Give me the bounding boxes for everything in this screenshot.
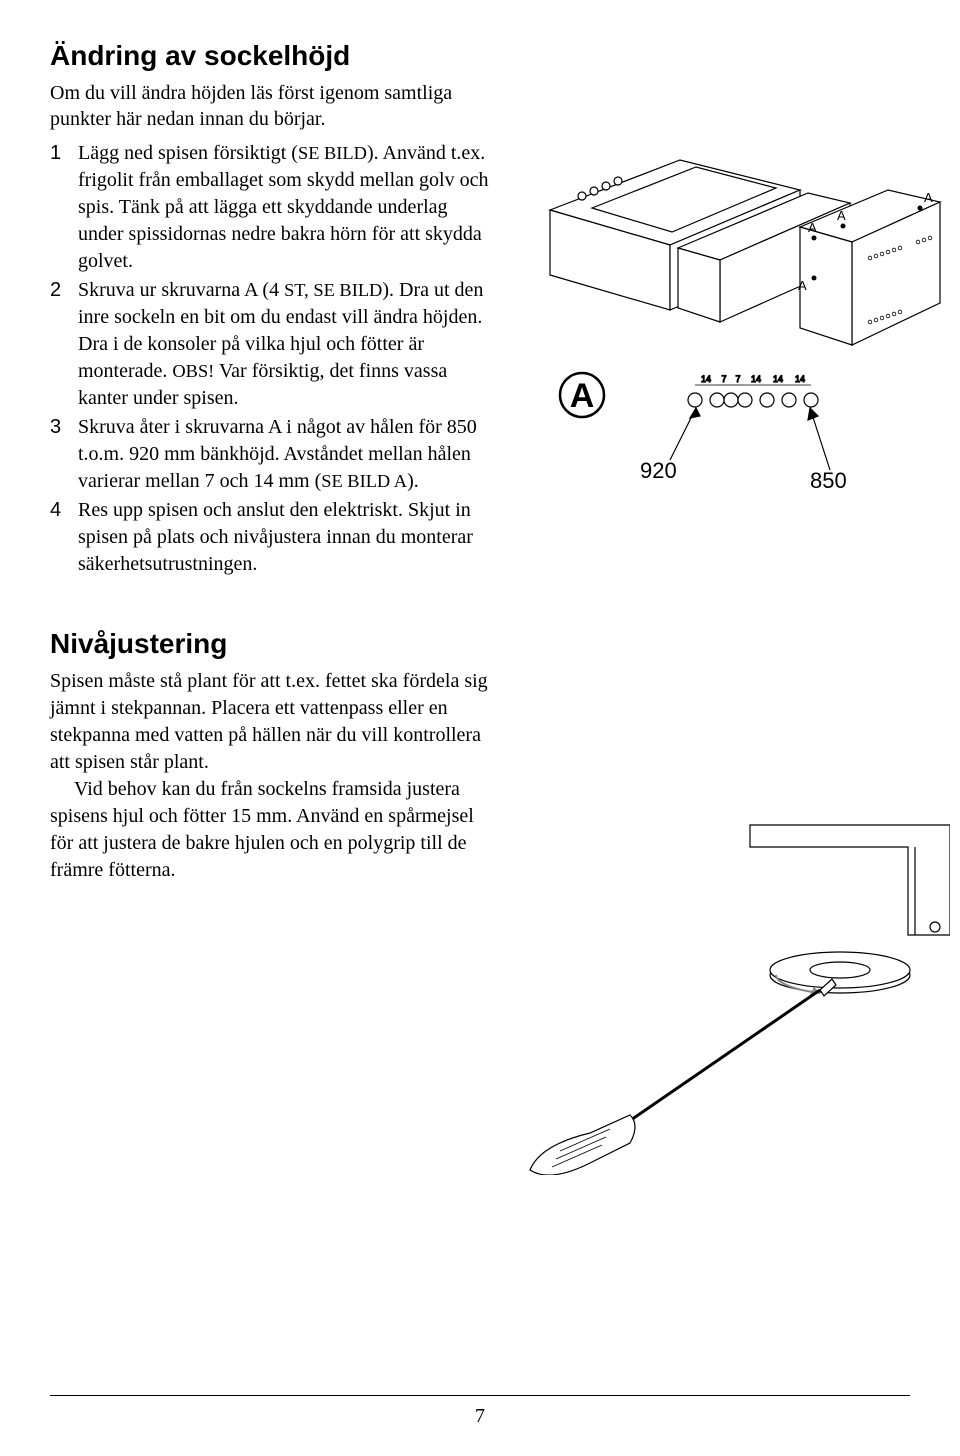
height-920-label: 920 — [640, 458, 677, 483]
leveling-diagram — [520, 815, 950, 1175]
section1-title: Ändring av sockelhöjd — [50, 40, 490, 72]
step-list: 1 Lägg ned spisen försiktigt (SE BILD). … — [50, 140, 490, 578]
svg-text:14: 14 — [751, 374, 761, 384]
screw-label-a: A — [808, 220, 817, 235]
step-1: 1 Lägg ned spisen försiktigt (SE BILD). … — [50, 140, 490, 275]
step-num: 3 — [50, 414, 78, 495]
step-3: 3 Skruva åter i skruvarna A i något av h… — [50, 414, 490, 495]
page-rule — [50, 1395, 910, 1396]
page-number: 7 — [0, 1405, 960, 1428]
step-num: 1 — [50, 140, 78, 275]
step-body: Res upp spisen och anslut den elektriskt… — [78, 497, 490, 578]
svg-text:14: 14 — [773, 374, 783, 384]
svg-text:7: 7 — [721, 374, 726, 384]
section2-p2: Vid behov kan du från sockelns framsida … — [50, 776, 490, 884]
svg-text:14: 14 — [795, 374, 805, 384]
diagram-label-a: A — [570, 377, 595, 415]
stove-plinth-diagram: A A A A A — [520, 130, 950, 490]
svg-text:14: 14 — [701, 374, 711, 384]
step-body: Lägg ned spisen försiktigt (SE BILD). An… — [78, 140, 490, 275]
step-num: 2 — [50, 277, 78, 412]
section2-title: Nivåjustering — [50, 628, 490, 660]
section2-p1: Spisen måste stå plant för att t.ex. fet… — [50, 668, 490, 776]
screw-label-a: A — [924, 190, 933, 205]
svg-text:7: 7 — [735, 374, 740, 384]
screw-label-a: A — [837, 208, 846, 223]
section1-intro: Om du vill ändra höjden läs först igenom… — [50, 80, 490, 132]
step-body: Skruva åter i skruvarna A i något av hål… — [78, 414, 490, 495]
step-body: Skruva ur skruvarna A (4 ST, SE BILD). D… — [78, 277, 490, 412]
step-num: 4 — [50, 497, 78, 578]
height-850-label: 850 — [810, 468, 847, 490]
screw-label-a: A — [798, 278, 807, 293]
step-4: 4 Res upp spisen och anslut den elektris… — [50, 497, 490, 578]
step-2: 2 Skruva ur skruvarna A (4 ST, SE BILD).… — [50, 277, 490, 412]
